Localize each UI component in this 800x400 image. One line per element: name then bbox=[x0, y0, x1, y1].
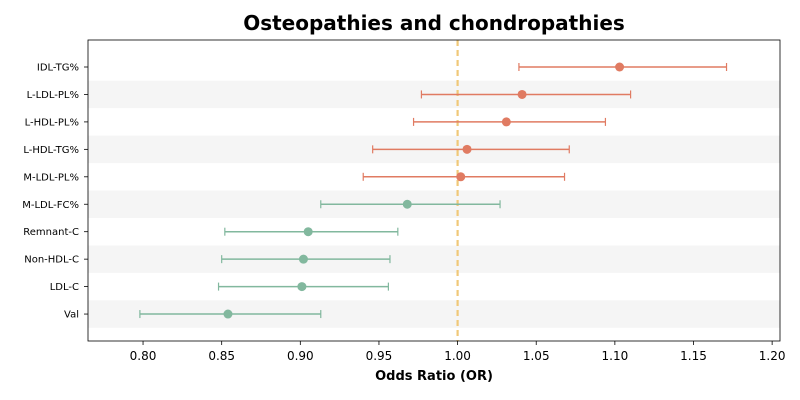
plot-frame bbox=[87, 39, 781, 342]
x-tick-label: 1.15 bbox=[680, 349, 707, 363]
x-tick-label: 0.80 bbox=[130, 349, 157, 363]
row-band bbox=[88, 245, 780, 273]
x-tick-label: 0.90 bbox=[287, 349, 314, 363]
data-row bbox=[221, 254, 391, 264]
y-tick-label: L-HDL-TG% bbox=[23, 145, 79, 156]
or-point bbox=[456, 172, 466, 182]
data-rows bbox=[139, 62, 728, 319]
y-tick-label: M-LDL-FC% bbox=[22, 200, 79, 211]
data-row bbox=[217, 282, 389, 292]
x-tick-label: 1.10 bbox=[602, 349, 629, 363]
y-tick-label: LDL-C bbox=[50, 282, 79, 293]
or-point bbox=[223, 309, 233, 319]
or-point bbox=[303, 227, 313, 237]
or-point bbox=[462, 144, 472, 154]
y-tick-label: M-LDL-PL% bbox=[23, 172, 79, 183]
y-tick-label: L-LDL-PL% bbox=[27, 90, 79, 101]
y-tick-label: Val bbox=[64, 310, 79, 321]
data-row bbox=[412, 117, 607, 127]
data-row bbox=[320, 199, 501, 209]
data-row bbox=[139, 309, 322, 319]
x-tick-label: 1.20 bbox=[759, 349, 786, 363]
x-axis: 0.80 0.85 0.90 0.95 1.00 1.05 1.10 1.15 1.20 bbox=[130, 341, 786, 363]
y-tick-label: Remnant-C bbox=[23, 227, 79, 238]
x-axis-label: Odds Ratio (OR) bbox=[375, 369, 493, 384]
y-tick-label: Non-HDL-C bbox=[24, 255, 79, 266]
y-tick-label: IDL-TG% bbox=[37, 63, 79, 74]
or-point bbox=[501, 117, 511, 127]
or-point bbox=[298, 254, 308, 264]
x-tick-label: 1.00 bbox=[444, 349, 471, 363]
data-row bbox=[362, 172, 566, 182]
x-tick-label: 0.85 bbox=[208, 349, 235, 363]
y-axis: IDL-TG% L-LDL-PL% L-HDL-PL% L-HDL-TG% M-LDL-… bbox=[22, 63, 88, 321]
y-tick-label: L-HDL-PL% bbox=[25, 117, 79, 128]
data-row bbox=[518, 62, 728, 72]
chart-title: Osteopathies and chondropathies bbox=[243, 11, 625, 35]
data-row bbox=[372, 144, 570, 154]
or-point bbox=[402, 199, 412, 209]
or-point bbox=[297, 282, 307, 292]
x-tick-label: 1.05 bbox=[523, 349, 550, 363]
or-point bbox=[517, 89, 527, 99]
x-tick-label: 0.95 bbox=[366, 349, 393, 363]
data-row bbox=[420, 89, 632, 99]
data-row bbox=[224, 227, 399, 237]
or-point bbox=[615, 62, 625, 72]
